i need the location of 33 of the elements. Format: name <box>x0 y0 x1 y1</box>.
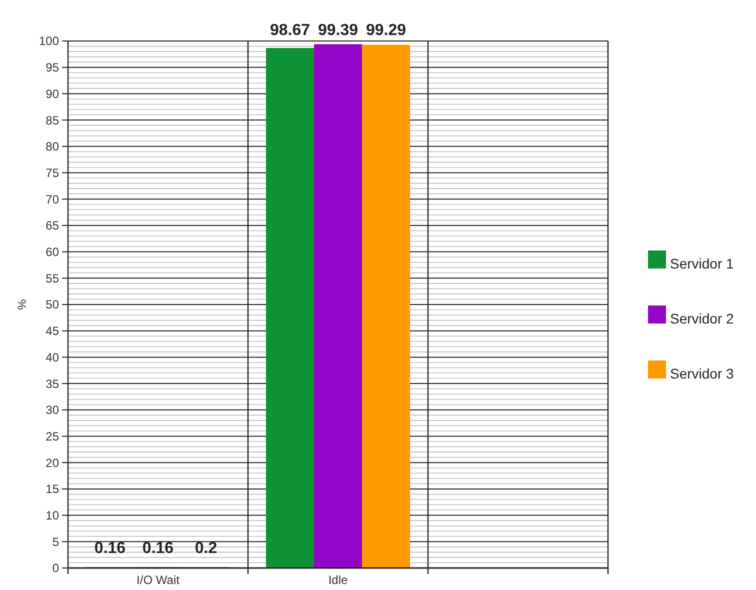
y-tick-label: 60 <box>46 245 60 259</box>
legend-label: Servidor 1 <box>670 256 734 272</box>
y-tick-label: 15 <box>46 482 60 496</box>
y-tick-label: 35 <box>46 376 60 391</box>
y-tick-label: 30 <box>46 403 60 418</box>
legend-label: Servidor 3 <box>670 366 734 382</box>
y-tick-label: 80 <box>46 140 60 154</box>
y-tick-label: 50 <box>46 298 60 312</box>
data-label: 99.39 <box>318 22 358 39</box>
y-tick-label: 45 <box>46 324 60 338</box>
y-tick-label: 100 <box>38 34 60 48</box>
legend-label: Servidor 2 <box>670 310 734 326</box>
x-tick-label: I/O Wait <box>136 573 180 587</box>
y-tick-label: 20 <box>46 456 60 470</box>
y-tick-label: 40 <box>46 350 60 364</box>
y-tick-label: 65 <box>46 218 60 233</box>
y-tick-label: 0 <box>52 561 60 576</box>
data-label: 0.16 <box>142 540 174 558</box>
y-tick-label: 90 <box>46 86 60 101</box>
data-label: 0.2 <box>194 540 218 557</box>
data-label: 99.29 <box>366 22 406 39</box>
y-axis-title: % <box>15 298 29 310</box>
y-tick-label: 5 <box>52 534 60 549</box>
y-tick-label: 70 <box>46 192 60 206</box>
y-tick-label: 85 <box>46 113 60 128</box>
y-tick-label: 95 <box>46 60 60 75</box>
y-tick-label: 55 <box>46 271 60 286</box>
y-tick-label: 25 <box>46 429 60 444</box>
y-tick-label: 75 <box>46 166 60 180</box>
data-label: 98.67 <box>270 22 310 39</box>
data-label: 0.16 <box>94 540 126 558</box>
y-tick-label: 10 <box>46 508 60 522</box>
x-tick-label: Idle <box>328 573 348 587</box>
